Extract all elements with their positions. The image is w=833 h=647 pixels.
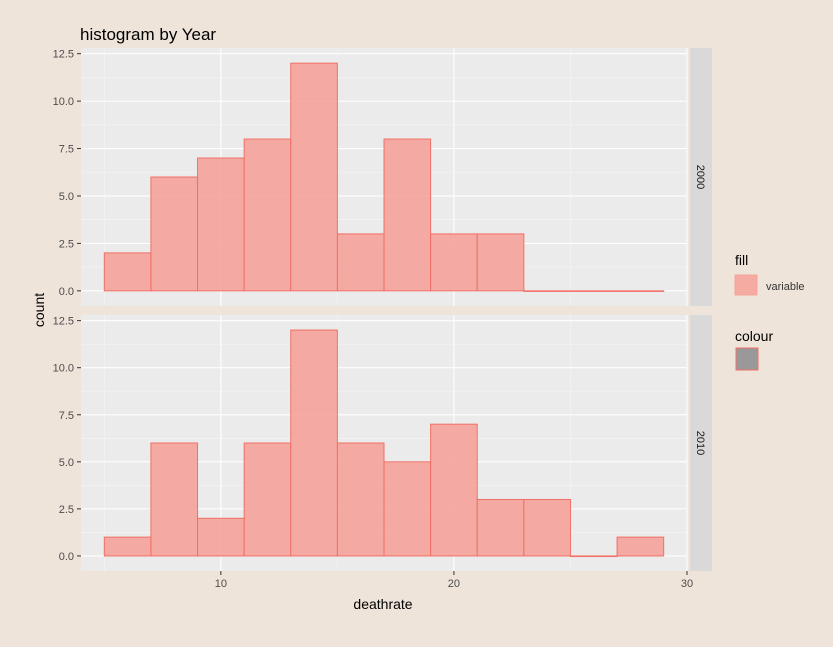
x-tick-label: 10 — [215, 578, 227, 590]
y-tick-label: 5.0 — [59, 191, 74, 203]
histogram-bar — [103, 252, 152, 292]
legend-fill-label: variable — [766, 281, 805, 293]
facet-panels: 0.0 2.5 5.0 7.5 10.0 12.5 2000 0.0 2.5 5.0 7.5 10.0… — [53, 48, 712, 571]
histogram-bar — [430, 233, 478, 292]
y-tick-label: 2.5 — [59, 504, 74, 516]
x-tick-label: 20 — [448, 578, 460, 590]
y-tick-label: 7.5 — [59, 410, 74, 422]
histogram-bar — [150, 176, 199, 292]
facet-strip-label: 2000 — [694, 165, 706, 189]
legend: fill variable colour — [734, 252, 805, 371]
x-axis: 10 20 30 — [215, 571, 693, 590]
y-tick-label: 2.5 — [59, 238, 74, 250]
legend-colour-key — [735, 347, 759, 371]
y-tick-label: 12.5 — [53, 49, 74, 61]
histogram-bar — [243, 442, 292, 557]
histogram-bar — [383, 461, 432, 557]
histogram-bar — [523, 498, 571, 557]
y-tick-label: 0.0 — [59, 551, 74, 563]
y-tick-label: 12.5 — [53, 316, 74, 328]
x-tick-label: 30 — [681, 578, 693, 590]
histogram-bar — [197, 517, 245, 557]
y-tick-label: 5.0 — [59, 457, 74, 469]
histogram-bar — [103, 536, 152, 557]
histogram-bar — [290, 62, 338, 292]
y-tick-label: 7.5 — [59, 144, 74, 156]
legend-fill-key — [734, 274, 758, 296]
histogram-bar — [569, 290, 618, 292]
y-tick-label: 0.0 — [59, 286, 74, 298]
histogram-bar — [336, 442, 385, 557]
facet-strip — [690, 315, 712, 571]
y-tick-label: 10.0 — [53, 363, 74, 375]
histogram-bar — [197, 157, 245, 292]
histogram-bar — [476, 498, 525, 557]
histogram-bar — [150, 442, 199, 557]
facet-panel-2010: 0.0 2.5 5.0 7.5 10.0 12.5 2010 — [53, 315, 712, 571]
legend-colour-title: colour — [735, 328, 773, 344]
histogram-bar — [616, 536, 665, 557]
histogram-bar — [616, 290, 665, 292]
y-tick-label: 10.0 — [53, 96, 74, 108]
histogram-bar — [336, 233, 385, 292]
histogram-bar — [523, 290, 571, 292]
facet-panel-2000: 0.0 2.5 5.0 7.5 10.0 12.5 2000 — [53, 48, 712, 306]
histogram-bar — [243, 138, 292, 292]
x-axis-label: deathrate — [353, 596, 412, 612]
histogram-bar — [430, 423, 478, 557]
y-axis-label: count — [31, 293, 47, 327]
facet-strip — [690, 48, 712, 306]
histogram-bar — [569, 555, 618, 558]
facet-strip-label: 2010 — [694, 431, 706, 455]
histogram-bar — [476, 233, 525, 292]
chart-title: histogram by Year — [80, 25, 216, 44]
legend-fill-title: fill — [735, 252, 748, 268]
histogram-bar — [290, 329, 338, 557]
histogram-bar — [383, 138, 432, 292]
